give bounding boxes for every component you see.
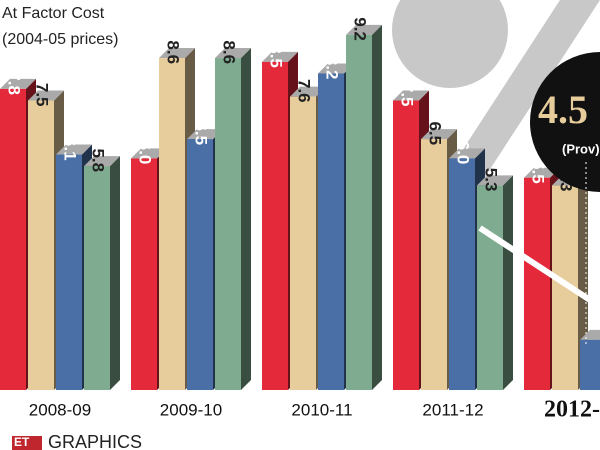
chart-title: At Factor Cost xyxy=(2,5,105,22)
bar-top xyxy=(215,48,251,59)
bar-top xyxy=(393,90,429,101)
bar-top xyxy=(56,144,92,155)
value-label: 7.6 xyxy=(295,79,314,103)
bar xyxy=(159,58,185,390)
bar-top xyxy=(187,129,223,140)
value-label: 9.2 xyxy=(351,17,370,41)
logo-box xyxy=(12,436,42,450)
bar-side xyxy=(241,48,251,390)
bar-side xyxy=(110,156,120,390)
bar-top xyxy=(131,148,167,159)
bar xyxy=(421,139,447,390)
bar-top xyxy=(449,148,485,159)
value-label: 7.5 xyxy=(33,83,52,107)
annotation: 4.5 (Prov) xyxy=(478,52,600,345)
x-tick-label: 2012-13 xyxy=(544,397,600,423)
bar xyxy=(187,139,213,390)
annotation-value: 4.5 xyxy=(538,87,588,132)
bar-top xyxy=(346,24,382,35)
bar-side xyxy=(372,24,382,390)
value-label: 7.8 xyxy=(5,71,24,95)
bar-top xyxy=(28,90,64,101)
bar-top xyxy=(262,51,298,62)
bar xyxy=(346,34,372,390)
bar xyxy=(524,177,550,390)
bar-top xyxy=(290,86,326,97)
bar-top xyxy=(84,156,120,167)
bar xyxy=(28,100,54,390)
value-label: 6.0 xyxy=(136,141,155,165)
x-tick-label: 2010-11 xyxy=(291,400,352,419)
value-label: 6.5 xyxy=(426,121,445,145)
bar xyxy=(318,73,344,390)
bar-top xyxy=(421,129,457,140)
logo: ET xyxy=(14,435,30,449)
value-label: 8.2 xyxy=(323,56,342,80)
value-label: 6.1 xyxy=(61,137,80,161)
value-label: 5.8 xyxy=(89,148,108,172)
bar xyxy=(0,88,26,391)
bar xyxy=(56,154,82,390)
bar xyxy=(84,166,110,390)
bar-top xyxy=(477,175,513,186)
chart-subtitle: (2004-05 prices) xyxy=(2,31,119,48)
bar xyxy=(131,158,157,390)
value-label: 8.5 xyxy=(267,44,286,68)
x-tick-label: 2008-09 xyxy=(29,400,91,419)
value-label: 7.5 xyxy=(398,83,417,107)
bar-top xyxy=(0,78,36,89)
bar xyxy=(290,96,316,390)
value-label: 5.5 xyxy=(529,160,548,184)
bar-top xyxy=(159,48,195,59)
value-label: 8.6 xyxy=(164,40,183,64)
x-tick-label: 2011-12 xyxy=(422,400,483,419)
source: GRAPHICS xyxy=(48,432,142,450)
bar-top xyxy=(580,329,600,340)
x-tick-label: 2009-10 xyxy=(160,400,222,419)
bar-top xyxy=(318,63,354,74)
bar xyxy=(393,100,419,390)
bar xyxy=(477,185,503,390)
bar xyxy=(215,58,241,390)
bar xyxy=(449,158,475,390)
bar xyxy=(580,339,600,390)
value-label: 6.0 xyxy=(454,141,473,165)
annotation-note: (Prov) xyxy=(562,141,600,156)
bar xyxy=(262,61,288,391)
bar-side xyxy=(503,175,513,390)
value-label: 5.3 xyxy=(482,168,501,192)
value-label: 8.6 xyxy=(220,40,239,64)
value-label: 6.5 xyxy=(192,121,211,145)
